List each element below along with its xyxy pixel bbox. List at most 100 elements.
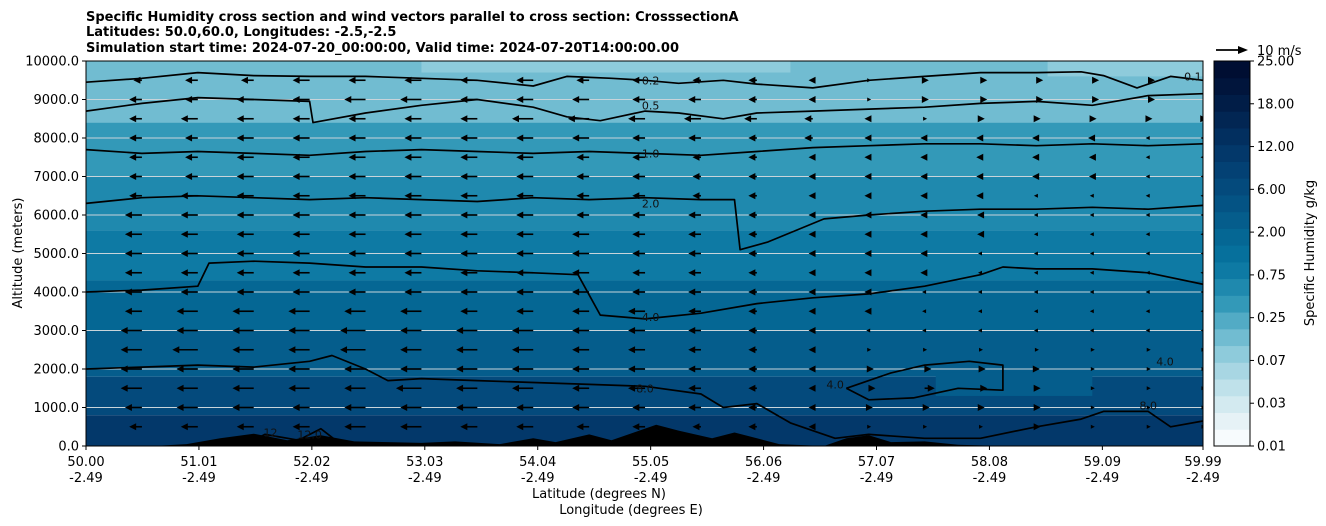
wind-arrowhead: [572, 134, 580, 142]
wind-arrowhead: [572, 384, 580, 392]
wind-vector: [460, 250, 478, 257]
wind-arrowhead: [632, 269, 640, 277]
wind-vector: [924, 365, 932, 373]
wind-vector: [632, 423, 646, 431]
wind-arrowhead: [1145, 232, 1150, 237]
wind-vector: [632, 153, 646, 161]
wind-vector: [976, 173, 984, 180]
contour-label-5: 8.0: [636, 382, 654, 395]
wind-arrowhead: [129, 423, 137, 431]
wind-arrowhead: [292, 153, 300, 161]
wind-arrowhead: [572, 404, 580, 411]
wind-vector: [980, 96, 988, 103]
wind-vector: [1090, 424, 1095, 429]
wind-arrowhead: [748, 192, 756, 200]
wind-arrowhead: [1033, 115, 1041, 123]
wind-arrowhead: [808, 173, 816, 180]
wind-vector: [748, 346, 757, 354]
wind-vector: [748, 173, 757, 180]
x-tick-label-lon-1: -2.49: [182, 471, 216, 486]
wind-vector: [404, 211, 422, 219]
wind-vector: [748, 211, 757, 219]
wind-arrowhead: [236, 250, 244, 257]
wind-vector: [236, 230, 254, 238]
wind-arrowhead: [1033, 384, 1041, 392]
wind-vector: [1034, 347, 1039, 352]
wind-arrowhead: [180, 211, 188, 219]
wind-vector: [864, 173, 872, 180]
wind-arrowhead: [977, 230, 985, 238]
wind-vector: [400, 423, 422, 431]
wind-vector: [516, 76, 534, 84]
wind-vector: [232, 365, 254, 373]
wind-vector: [922, 404, 930, 411]
wind-arrowhead: [460, 192, 468, 200]
wind-arrowhead: [748, 384, 756, 392]
wind-arrowhead: [288, 384, 296, 392]
wind-vector: [124, 288, 142, 296]
wind-arrowhead: [864, 288, 872, 296]
wind-arrowhead: [628, 346, 636, 354]
wind-arrowhead: [180, 269, 188, 277]
wind-arrowhead: [516, 211, 524, 219]
wind-vector: [232, 384, 254, 392]
wind-arrowhead: [1033, 193, 1038, 198]
contour-line-4: [86, 260, 1203, 320]
wind-vector: [977, 211, 985, 219]
x-tick-label-lat-1: 51.01: [180, 455, 217, 470]
wind-vector: [460, 96, 478, 103]
wind-vector: [864, 115, 872, 123]
wind-vector: [456, 404, 478, 411]
wind-vector: [176, 404, 198, 411]
wind-arrowhead: [808, 365, 816, 373]
wind-vector: [1088, 173, 1096, 180]
wind-arrowhead: [692, 153, 700, 161]
x-tick-label-lon-2: -2.49: [295, 471, 329, 486]
wind-vector: [1090, 405, 1095, 410]
wind-arrowhead: [180, 288, 188, 296]
wind-vector: [456, 365, 478, 373]
wind-vector: [864, 307, 872, 315]
wind-arrowhead: [1148, 96, 1156, 103]
wind-vector: [632, 404, 646, 411]
wind-vector: [748, 230, 757, 238]
wind-arrowhead: [292, 134, 300, 142]
wind-vector: [808, 288, 816, 296]
wind-vector: [632, 211, 646, 219]
wind-arrowhead: [1090, 386, 1095, 391]
contour-line-5: [86, 354, 1203, 440]
wind-arrowhead: [236, 115, 244, 123]
wind-vector: [1145, 115, 1153, 123]
wind-vector: [1145, 328, 1150, 333]
wind-vector: [864, 230, 872, 238]
wind-arrowhead: [632, 404, 640, 411]
wind-vector: [185, 76, 198, 84]
wind-arrowhead: [980, 384, 988, 392]
wind-vector: [977, 309, 982, 314]
wind-vector: [1145, 136, 1150, 140]
wind-arrowhead: [864, 230, 872, 238]
wind-vector: [688, 230, 701, 238]
contour-label-11: 0.1: [1184, 70, 1202, 83]
colorbar-segment-0: [1214, 429, 1250, 447]
wind-vector: [1090, 386, 1095, 391]
wind-arrowhead: [978, 347, 983, 352]
wind-arrowhead: [348, 76, 356, 84]
wind-arrowhead: [288, 307, 296, 315]
title-line-1: Specific Humidity cross section and wind…: [86, 10, 739, 25]
wind-vector: [129, 153, 142, 161]
wind-arrowhead: [978, 365, 986, 373]
wind-arrowhead: [688, 134, 696, 142]
colorbar-segment-10: [1214, 261, 1250, 280]
wind-arrowhead: [1088, 134, 1096, 142]
wind-vector: [129, 96, 142, 103]
wind-arrowhead: [748, 173, 756, 180]
wind-vector: [124, 211, 142, 219]
wind-arrowhead: [124, 250, 132, 257]
y-tick-label-8: 8000.0: [34, 132, 80, 147]
wind-arrowhead: [748, 423, 756, 431]
wind-vector: [748, 250, 757, 257]
y-tick-label-0: 0.0: [58, 440, 79, 455]
x-axis-label-longitude: Longitude (degrees E): [559, 503, 703, 518]
